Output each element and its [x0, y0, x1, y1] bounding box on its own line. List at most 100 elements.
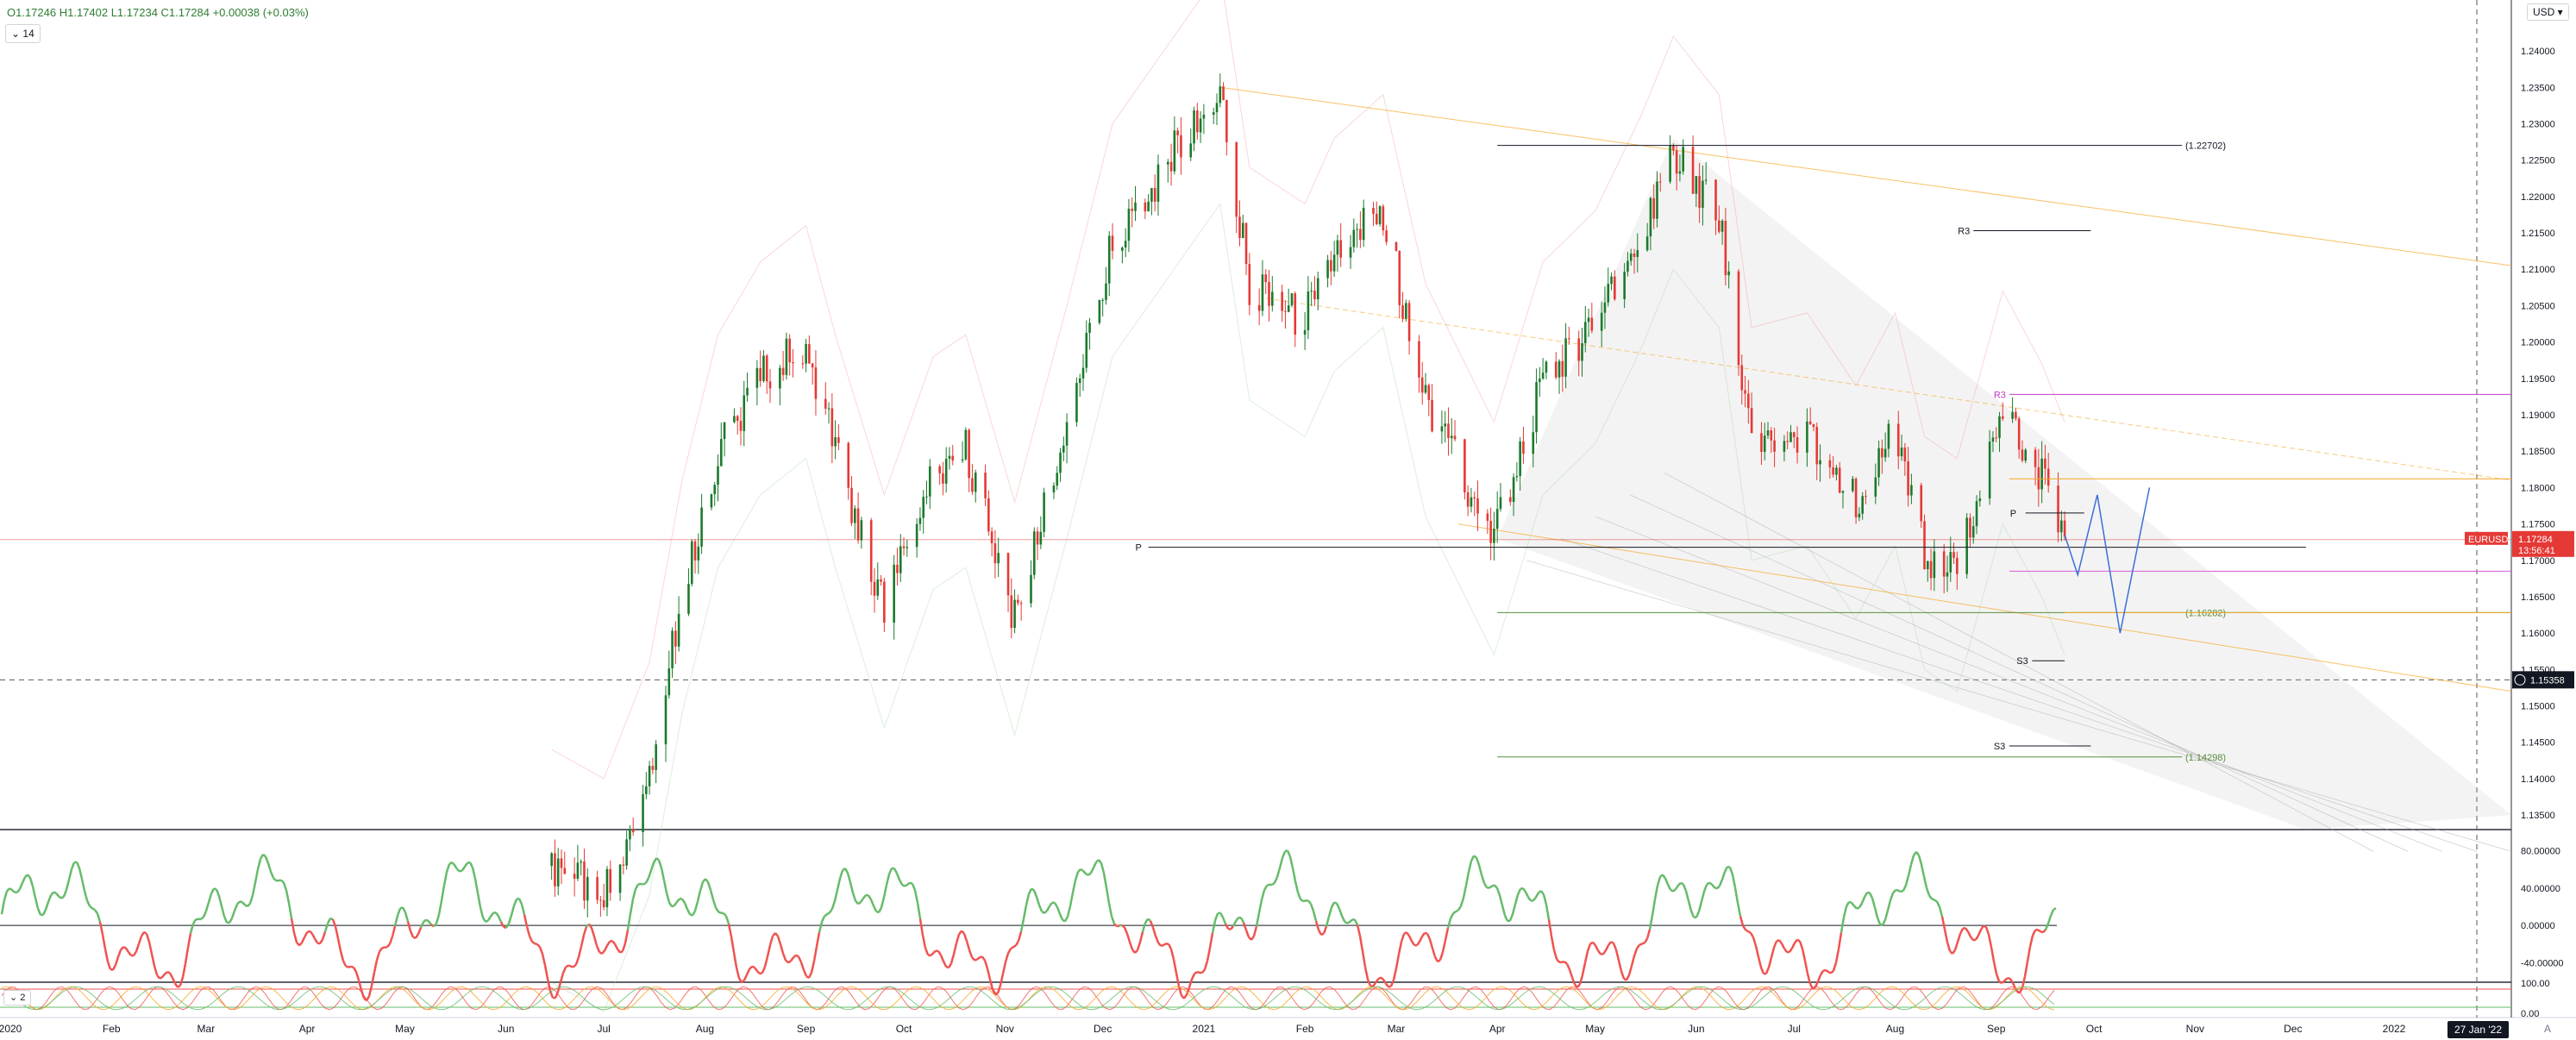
- oscillator-segment: [326, 918, 332, 924]
- candle-body: [1499, 497, 1502, 510]
- candle: [1883, 432, 1887, 462]
- candle: [1581, 328, 1583, 377]
- oscillator-segment: [1475, 857, 1481, 866]
- oscillator-segment: [559, 973, 565, 983]
- candle-body: [1303, 329, 1307, 335]
- candle: [1792, 431, 1796, 448]
- oscillator-segment: [1446, 918, 1452, 929]
- oscillator-segment: [1346, 921, 1351, 924]
- candle-body: [928, 466, 931, 497]
- candle-body: [1235, 142, 1238, 217]
- oscillator-segment: [1745, 929, 1749, 933]
- candle-body: [971, 478, 974, 492]
- candle: [788, 334, 791, 376]
- oscillator2-tick-label: 0.00: [2521, 1009, 2539, 1019]
- candle: [1156, 154, 1160, 216]
- oscillator-segment: [391, 925, 397, 937]
- oscillator-segment: [1069, 892, 1075, 906]
- countdown-label: 13:56:41: [2518, 546, 2555, 556]
- candle: [1349, 235, 1352, 269]
- candle-body: [1554, 361, 1558, 378]
- candle-body: [1039, 531, 1043, 545]
- oscillator-segment: [1275, 868, 1282, 878]
- oscillator-segment: [1794, 938, 1798, 944]
- oscillator-segment: [0, 899, 6, 915]
- candle-body: [1431, 399, 1433, 432]
- candle-body: [1156, 164, 1160, 202]
- candle-body: [1032, 531, 1036, 575]
- auto-scale-button[interactable]: A: [2544, 1023, 2552, 1035]
- oscillator-segment: [1123, 927, 1129, 935]
- oscillator-segment: [80, 878, 86, 892]
- candle-body: [671, 630, 674, 669]
- oscillator-segment: [885, 874, 891, 886]
- oscillator-segment: [1532, 896, 1538, 902]
- candle-body: [743, 395, 746, 431]
- oscillator-segment: [815, 931, 821, 947]
- time-tick-label: 2021: [1193, 1023, 1216, 1035]
- oscillator-segment: [1312, 911, 1318, 922]
- candle: [1991, 430, 1995, 453]
- candle-body: [1587, 317, 1590, 323]
- currency-select[interactable]: USD ▾: [2527, 3, 2569, 21]
- oscillator-segment: [1361, 950, 1367, 968]
- oscillator-segment: [668, 901, 674, 907]
- oscillator-segment: [18, 882, 24, 890]
- candle-body: [563, 868, 567, 874]
- candle-body: [1489, 520, 1492, 543]
- oscillator-segment: [1455, 909, 1459, 913]
- oscillator-segment: [1706, 881, 1710, 886]
- oscillator2-toggle-button[interactable]: ⌄ 2: [3, 990, 32, 1006]
- oscillator-segment: [486, 916, 492, 922]
- oscillator-segment: [1426, 933, 1432, 940]
- candle-body: [1244, 222, 1248, 265]
- candle: [1623, 263, 1626, 309]
- candle-body: [642, 793, 644, 833]
- candle-body: [1695, 176, 1698, 194]
- candle-body: [2037, 467, 2040, 490]
- oscillator-segment: [1552, 949, 1558, 960]
- oscillator-segment: [1004, 953, 1010, 962]
- candle: [1493, 511, 1495, 561]
- candle-body: [1672, 145, 1675, 151]
- oscillator-segment: [1576, 983, 1581, 988]
- candle-body: [1062, 445, 1065, 453]
- candle-body: [1903, 447, 1907, 461]
- oscillator-segment: [1736, 902, 1742, 917]
- pivot-level-label: (1.14298): [2185, 753, 2226, 763]
- oscillator-segment: [1100, 862, 1106, 874]
- candle: [906, 539, 909, 557]
- oscillator-segment: [1643, 937, 1649, 944]
- oscillator-segment: [1759, 967, 1765, 974]
- candle-body: [1238, 216, 1241, 238]
- oscillator-segment: [1498, 894, 1504, 906]
- oscillator-segment: [1938, 906, 1944, 918]
- candle: [1235, 141, 1238, 234]
- oscillator-segment: [1928, 894, 1933, 900]
- oscillator-segment: [1230, 925, 1234, 930]
- candle-body: [583, 861, 586, 901]
- oscillator-segment: [2001, 980, 2005, 985]
- oscillator-segment: [763, 955, 769, 968]
- candle-body: [2046, 468, 2050, 486]
- oscillator-segment: [1385, 982, 1389, 988]
- oscillator-segment: [1372, 982, 1376, 987]
- candle: [1131, 197, 1134, 228]
- candle: [834, 420, 837, 460]
- oscillator-segment: [1680, 881, 1684, 886]
- candle: [736, 415, 739, 435]
- candle: [1760, 422, 1763, 465]
- candle-body: [2011, 411, 2014, 419]
- candle: [1052, 482, 1056, 499]
- candle: [938, 464, 941, 485]
- candle: [1583, 305, 1587, 353]
- oscillator-segment: [1224, 923, 1230, 930]
- candle: [993, 529, 997, 579]
- oscillator-segment: [236, 900, 241, 905]
- indicator-toggle-button[interactable]: ⌄ 14: [5, 24, 41, 43]
- oscillator-segment: [290, 918, 296, 933]
- candle: [1695, 176, 1698, 207]
- oscillator2-line: [1, 986, 2055, 1011]
- candle-body: [1675, 150, 1678, 174]
